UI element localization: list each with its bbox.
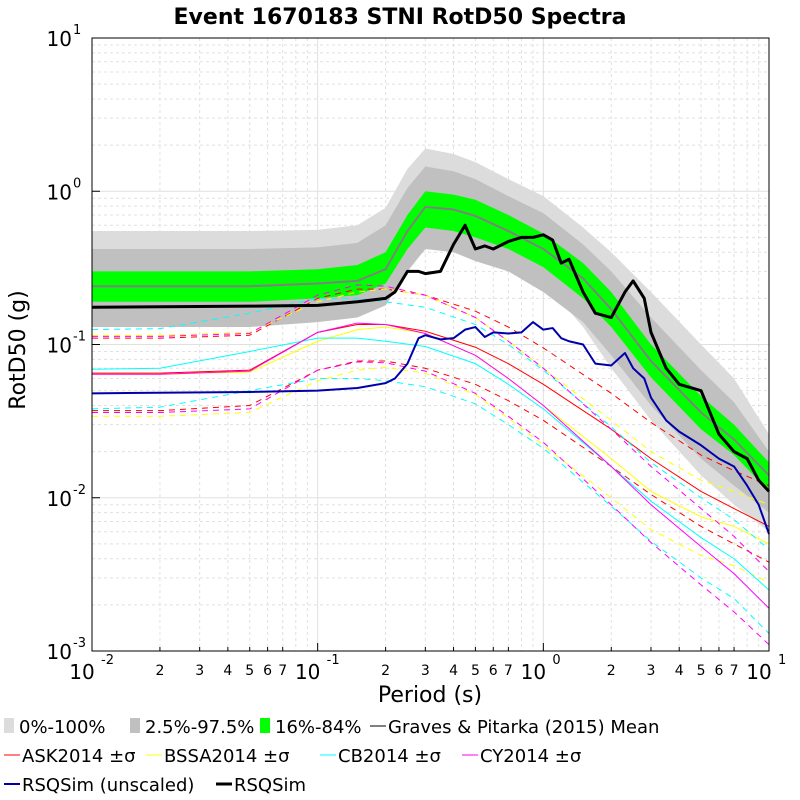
cb2014--sigma-line [91, 297, 770, 550]
legend-swatch [260, 718, 270, 733]
y-tick-exponent: -2 [73, 483, 86, 498]
axis-ticks: 10 -2 10 -1 10 0 10 110 -310 -210 -110 010 12 3 4 5 6 7 2 3… [47, 23, 787, 684]
x-minor-tick-label: 6 [489, 663, 498, 679]
x-tick-exponent: -2 [101, 653, 114, 668]
legend-swatch [4, 718, 14, 733]
ask2014--sigma-line [92, 360, 770, 563]
percentile-bands [92, 148, 769, 532]
band-0%-100% [92, 148, 769, 532]
x-tick-exponent: 1 [778, 653, 786, 668]
x-minor-tick-label: 3 [195, 663, 204, 679]
x-minor-tick-label: 2 [155, 663, 164, 679]
x-minor-tick-label: 5 [471, 663, 480, 679]
x-tick-label: 10 [521, 660, 546, 684]
x-tick-exponent: 0 [552, 653, 560, 668]
legend: 0%-100% 2.5%-97.5% 16%-84% Graves & Pitarka… [4, 717, 659, 796]
cb2014--sigma-line [91, 377, 770, 634]
chart-title: Event 1670183 STNI RotD50 Spectra [174, 5, 627, 30]
x-minor-tick-label: 3 [647, 663, 656, 679]
ask2014--sigma-line [92, 288, 770, 487]
x-minor-tick-label: 7 [504, 663, 513, 679]
x-minor-tick-label: 2 [381, 663, 390, 679]
y-tick-exponent: 1 [73, 23, 81, 38]
x-tick-label: 10 [295, 660, 320, 684]
x-minor-tick-label: 6 [714, 663, 723, 679]
x-minor-tick-label: 2 [607, 663, 616, 679]
legend-label: Graves & Pitarka (2015) Mean [388, 717, 659, 738]
legend-label: ASK2014 ±σ [22, 746, 136, 767]
x-minor-tick-label: 7 [730, 663, 739, 679]
x-tick-exponent: -1 [327, 653, 340, 668]
rsqsim-line [91, 223, 771, 493]
y-tick-label: 10 [47, 180, 72, 204]
band-2.5%-97.5% [92, 166, 769, 513]
x-axis-label: Period (s) [378, 683, 482, 708]
legend-label: RSQSim [234, 775, 306, 796]
x-minor-tick-label: 5 [245, 663, 254, 679]
cy2014--line [92, 322, 770, 609]
graves-pitarka-2015-mean-line [92, 205, 770, 477]
legend-label: CY2014 ±σ [480, 746, 581, 767]
cb2014--line [91, 337, 770, 591]
y-tick-exponent: -3 [73, 636, 86, 651]
y-tick-exponent: -1 [73, 330, 86, 345]
legend-label: 16%-84% [275, 717, 362, 738]
rsqsim-unscaled--line [91, 321, 770, 535]
legend-label: 0%-100% [19, 717, 106, 738]
x-tick-label: 10 [746, 660, 771, 684]
x-minor-tick-label: 3 [421, 663, 430, 679]
y-tick-label: 10 [47, 487, 72, 511]
x-minor-tick-label: 4 [449, 663, 458, 679]
y-tick-label: 10 [47, 334, 72, 358]
legend-label: CB2014 ±σ [338, 746, 441, 767]
ask2014--line [92, 324, 770, 527]
x-minor-tick-label: 7 [278, 663, 287, 679]
legend-label: BSSA2014 ±σ [164, 746, 290, 767]
y-axis-label: RotD50 (g) [6, 290, 31, 409]
y-tick-label: 10 [47, 640, 72, 664]
cy2014--sigma-line [92, 284, 770, 572]
legend-label: RSQSim (unscaled) [22, 775, 194, 796]
series-lines [91, 205, 771, 646]
band-16%-84% [92, 191, 769, 492]
x-minor-tick-label: 4 [223, 663, 232, 679]
y-tick-label: 10 [47, 27, 72, 51]
legend-swatch [130, 718, 140, 733]
x-tick-label: 10 [69, 660, 94, 684]
x-minor-tick-label: 4 [675, 663, 684, 679]
bssa2014--sigma-line [92, 366, 770, 583]
cy2014--sigma-line [92, 361, 770, 646]
x-minor-tick-label: 6 [263, 663, 272, 679]
y-tick-exponent: 0 [73, 176, 81, 191]
legend-label: 2.5%-97.5% [145, 717, 254, 738]
x-minor-tick-label: 5 [697, 663, 706, 679]
